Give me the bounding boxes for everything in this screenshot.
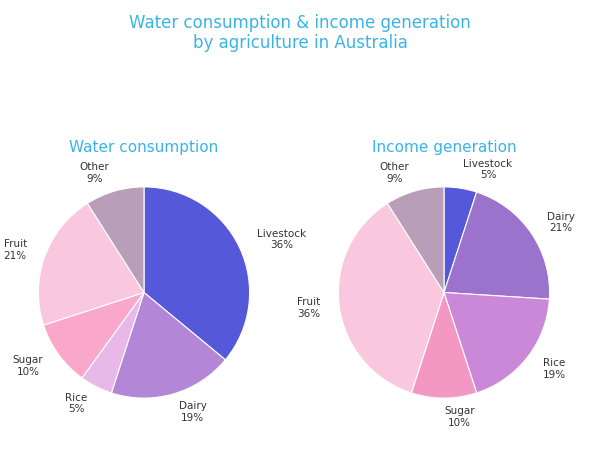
Text: Rice
5%: Rice 5% [65,393,88,414]
Text: Other
9%: Other 9% [379,162,409,184]
Wedge shape [444,192,550,299]
Text: Water consumption & income generation
by agriculture in Australia: Water consumption & income generation by… [129,14,471,52]
Text: Livestock
5%: Livestock 5% [463,159,512,180]
Text: Dairy
21%: Dairy 21% [547,212,575,233]
Text: Other
9%: Other 9% [79,162,109,184]
Wedge shape [388,187,444,292]
Text: Fruit
36%: Fruit 36% [297,297,320,319]
Wedge shape [412,292,476,398]
Wedge shape [88,187,144,292]
Wedge shape [144,187,250,360]
Wedge shape [82,292,144,393]
Text: Fruit
21%: Fruit 21% [4,239,27,261]
Wedge shape [338,203,444,393]
Wedge shape [112,292,226,398]
Text: Rice
19%: Rice 19% [542,358,566,380]
Wedge shape [444,187,476,292]
Wedge shape [44,292,144,378]
Title: Water consumption: Water consumption [70,140,218,155]
Text: Dairy
19%: Dairy 19% [179,401,206,423]
Title: Income generation: Income generation [371,140,517,155]
Text: Sugar
10%: Sugar 10% [444,406,475,428]
Text: Sugar
10%: Sugar 10% [13,355,43,377]
Text: Livestock
36%: Livestock 36% [257,229,306,250]
Wedge shape [38,203,144,325]
Wedge shape [444,292,550,393]
